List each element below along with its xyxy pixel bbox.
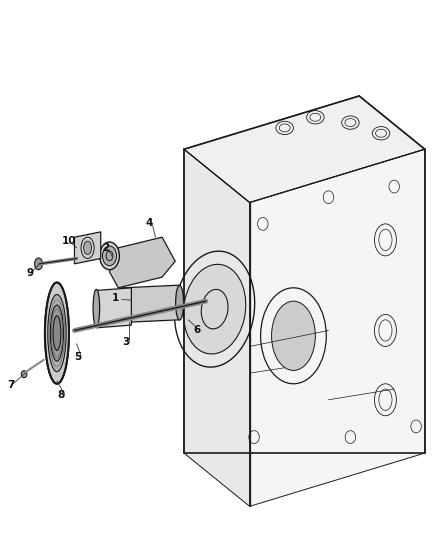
Ellipse shape xyxy=(84,241,92,255)
Polygon shape xyxy=(123,285,180,322)
Text: 2: 2 xyxy=(102,243,110,253)
Ellipse shape xyxy=(35,258,42,270)
Ellipse shape xyxy=(21,371,27,377)
Polygon shape xyxy=(74,232,101,264)
Polygon shape xyxy=(96,288,131,328)
Ellipse shape xyxy=(102,246,117,265)
Text: 10: 10 xyxy=(62,236,77,246)
Ellipse shape xyxy=(48,294,66,372)
Polygon shape xyxy=(184,149,250,506)
Text: 8: 8 xyxy=(58,391,65,400)
Ellipse shape xyxy=(176,286,184,320)
Text: 6: 6 xyxy=(194,326,201,335)
Text: 1: 1 xyxy=(112,294,119,303)
Ellipse shape xyxy=(93,289,99,327)
Ellipse shape xyxy=(50,305,64,361)
Ellipse shape xyxy=(119,288,127,322)
Text: 5: 5 xyxy=(74,352,81,362)
Text: 3: 3 xyxy=(123,337,130,347)
Ellipse shape xyxy=(45,282,69,384)
Text: 7: 7 xyxy=(7,380,14,390)
Ellipse shape xyxy=(184,264,246,354)
Polygon shape xyxy=(250,149,425,506)
Ellipse shape xyxy=(99,242,119,270)
Ellipse shape xyxy=(272,301,315,370)
Ellipse shape xyxy=(53,316,61,351)
Text: 4: 4 xyxy=(145,218,152,228)
Polygon shape xyxy=(110,237,175,288)
Polygon shape xyxy=(184,96,425,203)
Text: 9: 9 xyxy=(26,268,33,278)
